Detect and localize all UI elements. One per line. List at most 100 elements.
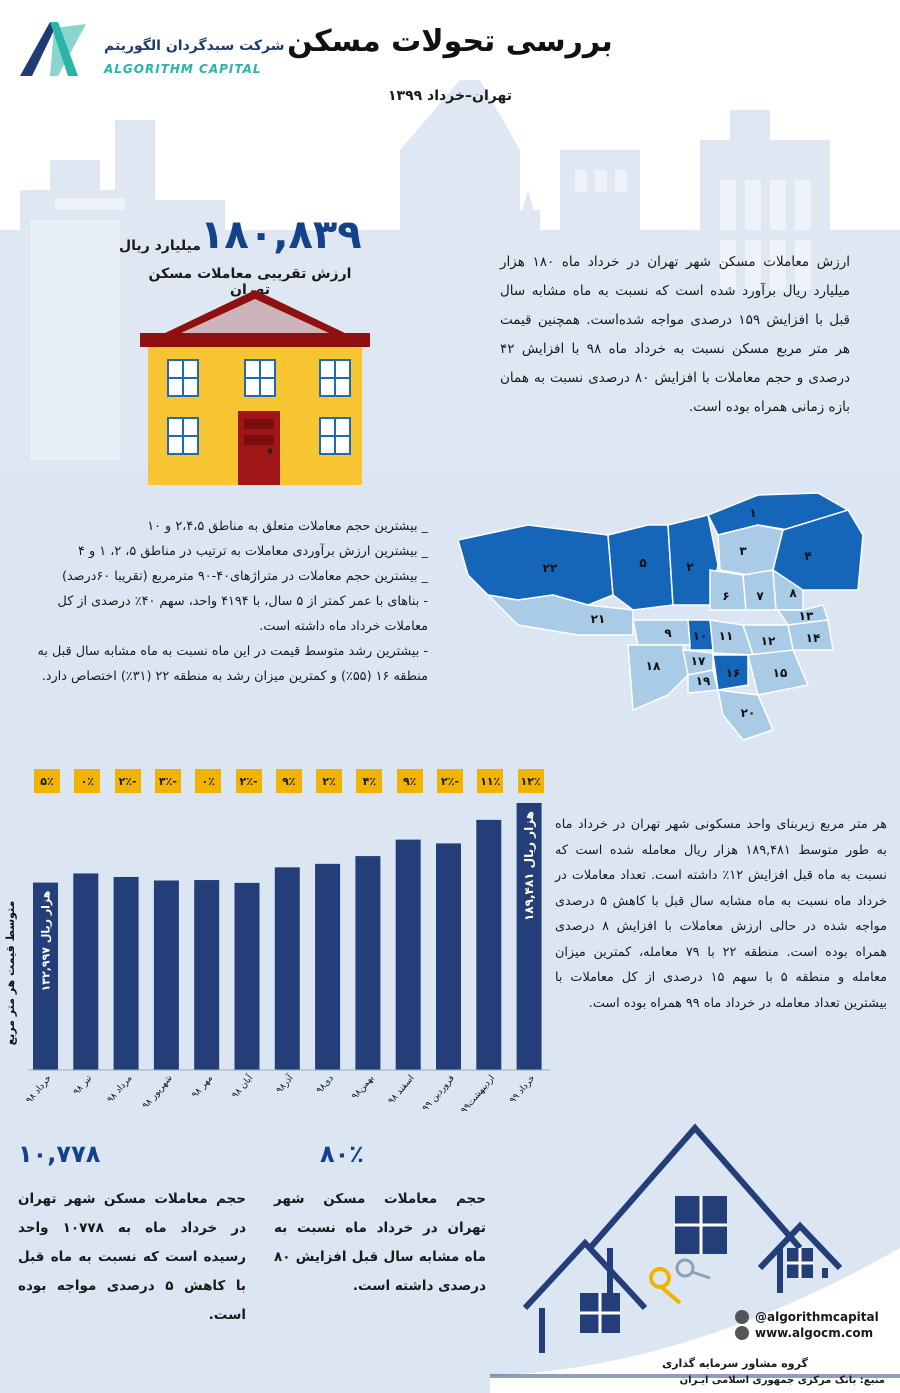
tehran-districts-map: ۱ ۲ ۳ ۴ ۵ ۶ ۷ ۸ ۹ ۱۰ ۱۱ ۱۲ ۱۳ ۱۴ ۱۵ ۱۶ ۱… xyxy=(458,492,864,741)
district-label: ۱۵ xyxy=(773,666,788,680)
stat-growth-text: حجم معاملات مسکن شهر تهران در خرداد ماه … xyxy=(274,1191,486,1294)
footer-source: منبع: بانک مرکزی جمهوری اسلامی ایـران xyxy=(679,1375,885,1386)
telegram-handle: @algorithmcapital xyxy=(755,1310,879,1324)
x-tick-label: مرداد ۹۸ xyxy=(106,1073,135,1105)
x-tick-label: مهر ۹۸ xyxy=(190,1073,215,1100)
district-label: ۱۴ xyxy=(806,631,821,645)
change-badge: ۱۲٪ xyxy=(517,769,544,793)
change-badge: ۰٪ xyxy=(74,769,101,793)
last-bar-value-label: ۱۸۹,۴۸۱ هزار ریال xyxy=(522,811,536,921)
stat-volume-value: ۱۰,۷۷۸ xyxy=(18,1140,101,1168)
monthly-change-row: ۵٪ ۰٪ -۲٪ -۳٪ ۰٪ -۲٪ ۹٪ ۲٪ ۴٪ ۹٪ -۲٪ ۱۱٪ ۱۲٪ xyxy=(30,769,550,793)
bar xyxy=(355,856,381,1070)
change-badge: ۴٪ xyxy=(356,769,383,793)
district-22-shape xyxy=(458,524,614,606)
change-badge: -۲٪ xyxy=(437,769,463,793)
district-18-shape xyxy=(627,644,689,712)
district-label: ۲۲ xyxy=(543,561,558,575)
bar xyxy=(234,882,260,1070)
intro-paragraph: ارزش معاملات مسکن شهر تهران در خرداد ماه… xyxy=(500,254,851,415)
change-badge: ۹٪ xyxy=(396,769,423,793)
bar xyxy=(274,867,300,1070)
keys-icon xyxy=(649,1258,711,1305)
x-tick-label: اردیبهشت۹۹ xyxy=(459,1074,497,1116)
change-badge: ۱۱٪ xyxy=(477,769,504,793)
change-badge: -۳٪ xyxy=(154,769,181,793)
district-16-shape xyxy=(712,654,749,691)
headline-value: ۱۸۰,۸۳۹ xyxy=(200,212,362,258)
x-tick-label: فروردین ۹۹ xyxy=(421,1074,457,1114)
district-label: ۴ xyxy=(804,549,811,563)
district-label: ۷ xyxy=(756,589,764,603)
key-points-list: _ بیشترین حجم معاملات متعلق به مناطق ۲،۴… xyxy=(20,514,428,689)
bars xyxy=(33,803,542,1070)
district-label: ۱ xyxy=(749,506,756,520)
logo-name-en: ALGORITHM CAPITAL xyxy=(104,62,262,76)
district-9-shape xyxy=(632,619,691,646)
district-label: ۲۰ xyxy=(741,706,756,720)
bar xyxy=(436,843,461,1070)
logo-name-fa: شرکت سبدگردان الگوریتم xyxy=(104,38,285,54)
district-label: ۱۲ xyxy=(761,634,776,648)
bar xyxy=(194,880,220,1070)
bar xyxy=(476,819,502,1070)
website-link[interactable]: www.algocm.com xyxy=(735,1326,895,1340)
bar xyxy=(33,882,58,1070)
bar xyxy=(516,803,542,1070)
bar xyxy=(113,876,139,1070)
house-illustration xyxy=(140,290,370,485)
district-13-shape xyxy=(776,604,830,626)
bar xyxy=(153,880,179,1070)
key-point: _ بیشترین حجم معاملات متعلق به مناطق ۲،۴… xyxy=(147,519,428,534)
y-axis-label: متوسط قیمت هر متر مربع xyxy=(4,901,17,1046)
x-tick-label: خرداد ۹۹ xyxy=(508,1074,537,1106)
change-badge: -۲٪ xyxy=(114,769,141,793)
bar xyxy=(395,839,421,1070)
district-label: ۲۱ xyxy=(591,612,606,626)
page-title: بررسی تحولات مسکن xyxy=(287,24,613,59)
key-point: _ بیشترین ارزش برآوردی معاملات به ترتیب … xyxy=(78,544,428,559)
district-label: ۸ xyxy=(789,586,797,600)
district-label: ۱۰ xyxy=(693,629,708,643)
headline-unit: میلیارد ریال xyxy=(119,238,201,254)
globe-icon xyxy=(735,1326,749,1340)
change-badge: ۵٪ xyxy=(34,769,60,793)
key-point: _ بیشترین حجم معاملات در متراژهای۴۰-۹۰ م… xyxy=(61,569,428,584)
district-15-shape xyxy=(747,649,810,696)
first-bar-value-label: ۱۳۲,۹۹۷ هزار ریال xyxy=(40,891,53,992)
x-tick-label: آذر۹۸ xyxy=(273,1072,296,1096)
stat-volume-text: حجم معاملات مسکن شهر تهران در خرداد ماه … xyxy=(18,1191,247,1323)
x-tick-label: شهریور ۹۸ xyxy=(141,1074,175,1112)
key-point: - بیشترین رشد متوسط قیمت در این ماه نسبت… xyxy=(37,644,428,684)
bar xyxy=(315,863,341,1070)
website-url: www.algocm.com xyxy=(755,1326,874,1340)
chart-description: هر متر مربع زیربنای واحد مسکونی شهر تهرا… xyxy=(555,817,888,1011)
telegram-icon xyxy=(735,1310,749,1324)
district-label: ۱۳ xyxy=(799,609,814,623)
district-label: ۵ xyxy=(639,556,646,570)
logo-mark-icon xyxy=(20,22,86,76)
x-tick-label: بهمن۹۸ xyxy=(350,1074,376,1102)
district-label: ۹ xyxy=(664,626,672,640)
x-tick-label: تیر ۹۸ xyxy=(72,1073,95,1097)
key-point: - بناهای با عمر کمتر از ۵ سال، با ۴۱۹۴ و… xyxy=(57,594,428,634)
change-badge: ۹٪ xyxy=(275,769,302,793)
houses-keys-illustration xyxy=(490,1123,900,1393)
change-badge: ۰٪ xyxy=(195,769,222,793)
district-label: ۲ xyxy=(686,560,694,574)
company-logo: شرکت سبدگردان الگوریتم ALGORITHM CAPITAL xyxy=(18,18,285,82)
district-label: ۱۱ xyxy=(719,629,734,643)
telegram-link[interactable]: @algorithmcapital xyxy=(735,1310,895,1324)
district-label: ۳ xyxy=(739,544,747,558)
district-label: ۱۷ xyxy=(691,654,706,668)
district-21-shape xyxy=(485,593,634,636)
x-tick-label: اسفند ۹۸ xyxy=(387,1074,417,1107)
district-label: ۱۹ xyxy=(696,674,711,688)
x-tick-label: دی۹۸ xyxy=(315,1074,336,1096)
x-tick-label: آبان ۹۸ xyxy=(229,1072,256,1101)
district-label: ۱۶ xyxy=(726,666,741,680)
stat-growth-value: ۸۰٪ xyxy=(320,1140,364,1168)
footer-group-name: گروه مشاور سرمایه گذاری xyxy=(662,1357,808,1370)
